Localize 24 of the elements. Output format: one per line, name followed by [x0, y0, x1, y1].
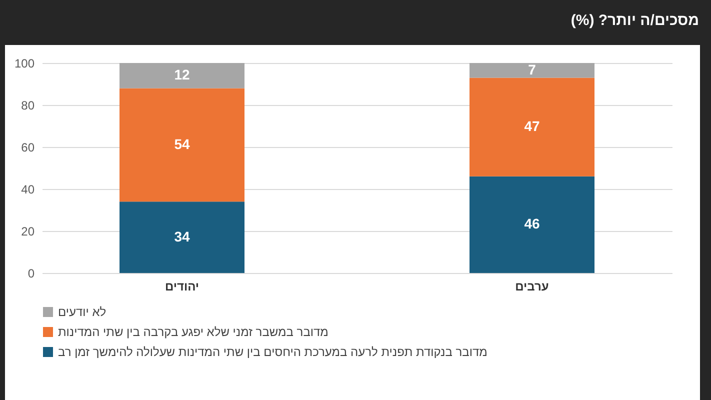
- y-tick-label: 0: [28, 266, 35, 280]
- data-label: 46: [524, 216, 540, 232]
- x-tick-label: יהודים: [164, 280, 200, 294]
- data-label: 47: [524, 118, 540, 134]
- bar: [470, 63, 594, 78]
- bar: [120, 63, 244, 88]
- data-label: 34: [174, 228, 190, 244]
- legend-label: לא יודעים: [58, 305, 106, 319]
- bar: [120, 202, 244, 273]
- chart-title: מסכים/ה יותר? (%): [570, 12, 699, 29]
- y-tick-label: 20: [21, 224, 35, 238]
- legend-label: מדובר במשבר זמני שלא יפגע בקרבה בין שתי המדינות: [58, 325, 328, 339]
- y-tick-label: 60: [21, 140, 35, 154]
- bar: [470, 78, 594, 176]
- data-label: 7: [528, 61, 536, 78]
- x-tick-label: ערבים: [515, 280, 549, 294]
- y-tick-label: 40: [21, 182, 35, 196]
- legend-label: מדובר בנקודת תפנית לרעה במערכת היחסים בין שתי המדינות שעלולה להימשך זמן רב: [58, 345, 488, 359]
- y-tick-label: 100: [14, 56, 35, 70]
- data-label: 12: [174, 66, 190, 83]
- bar: [470, 176, 594, 273]
- y-tick-label: 80: [21, 98, 35, 112]
- bar: [120, 88, 244, 202]
- data-label: 54: [174, 136, 190, 152]
